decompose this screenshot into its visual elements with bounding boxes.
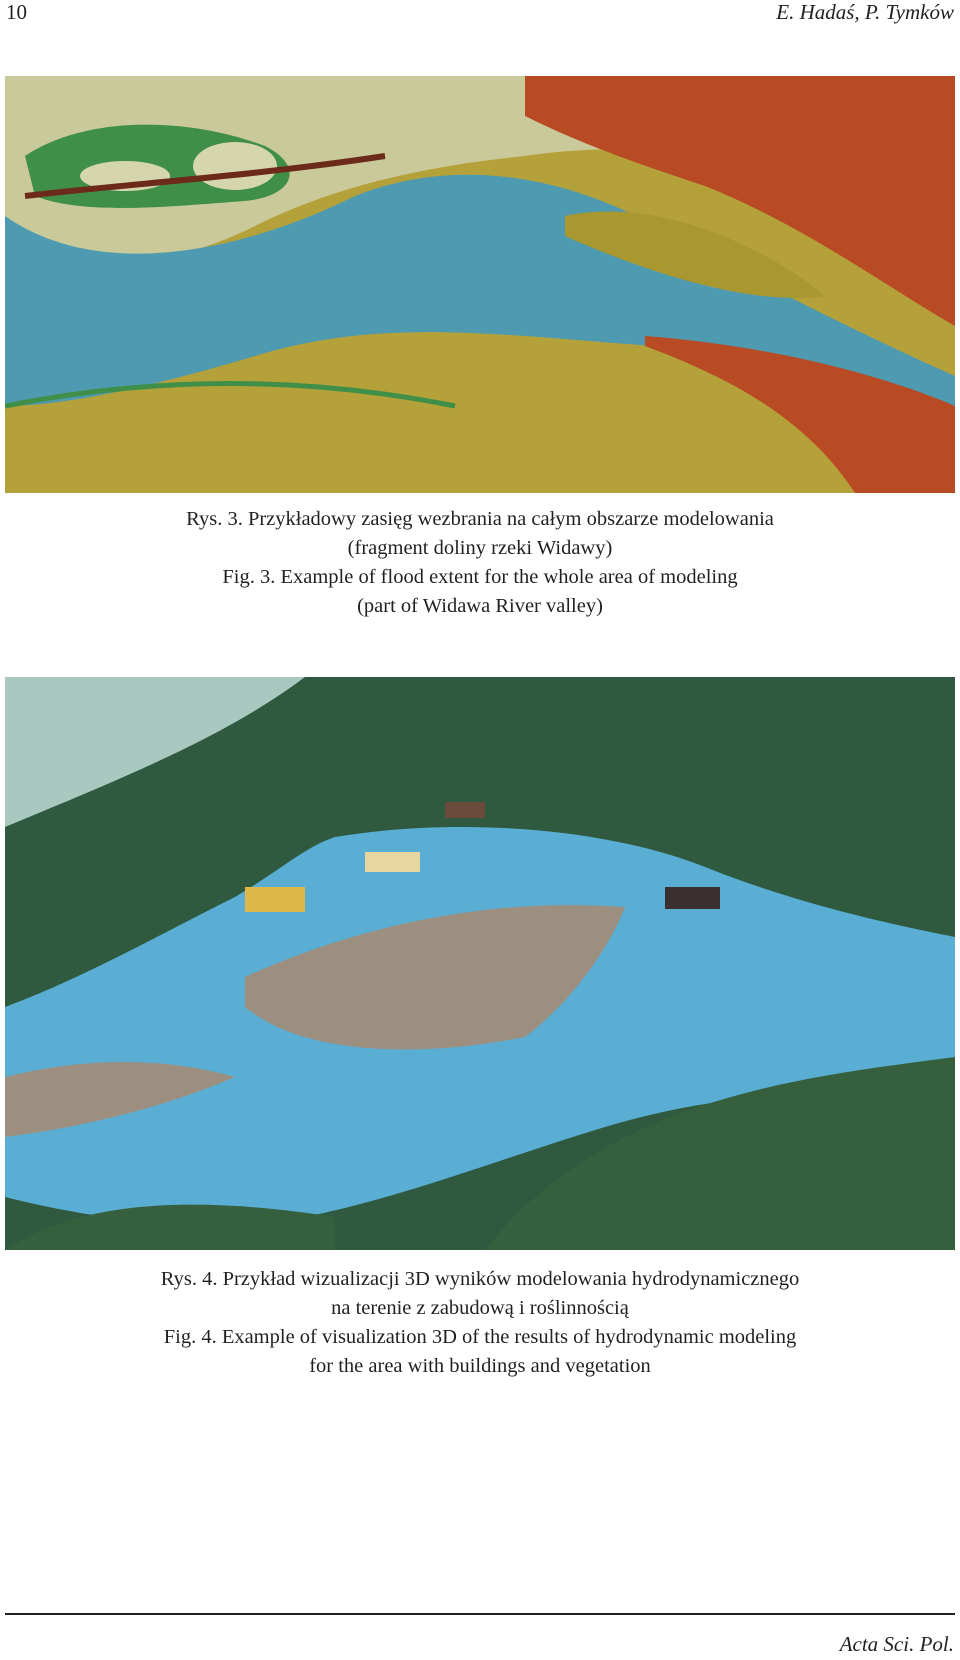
caption-line: (fragment doliny rzeki Widawy): [347, 537, 613, 559]
footer-rule: [5, 1613, 955, 1615]
authors: E. Hadaś, P. Tymków: [776, 0, 954, 24]
caption-line: for the area with buildings and vegetati…: [309, 1355, 651, 1377]
page-number: 10: [6, 0, 27, 24]
caption-line: Fig. 3. Example of flood extent for the …: [222, 566, 738, 588]
figure-4-caption: Rys. 4. Przykład wizualizacji 3D wyników…: [0, 1265, 960, 1381]
flood-map-figure: [5, 76, 955, 493]
caption-line: Fig. 4. Example of visualization 3D of t…: [163, 1326, 797, 1348]
caption-line: Rys. 3. Przykładowy zasięg wezbrania na …: [186, 508, 774, 530]
caption-line: na terenie z zabudową i roślinnością: [331, 1297, 629, 1319]
caption-line: Rys. 4. Przykład wizualizacji 3D wyników…: [160, 1268, 800, 1290]
3d-visualization-figure: [5, 677, 955, 1250]
figure-3-caption: Rys. 3. Przykładowy zasięg wezbrania na …: [0, 505, 960, 621]
caption-line: (part of Widawa River valley): [357, 595, 603, 617]
journal-name: Acta Sci. Pol.: [839, 1632, 954, 1656]
